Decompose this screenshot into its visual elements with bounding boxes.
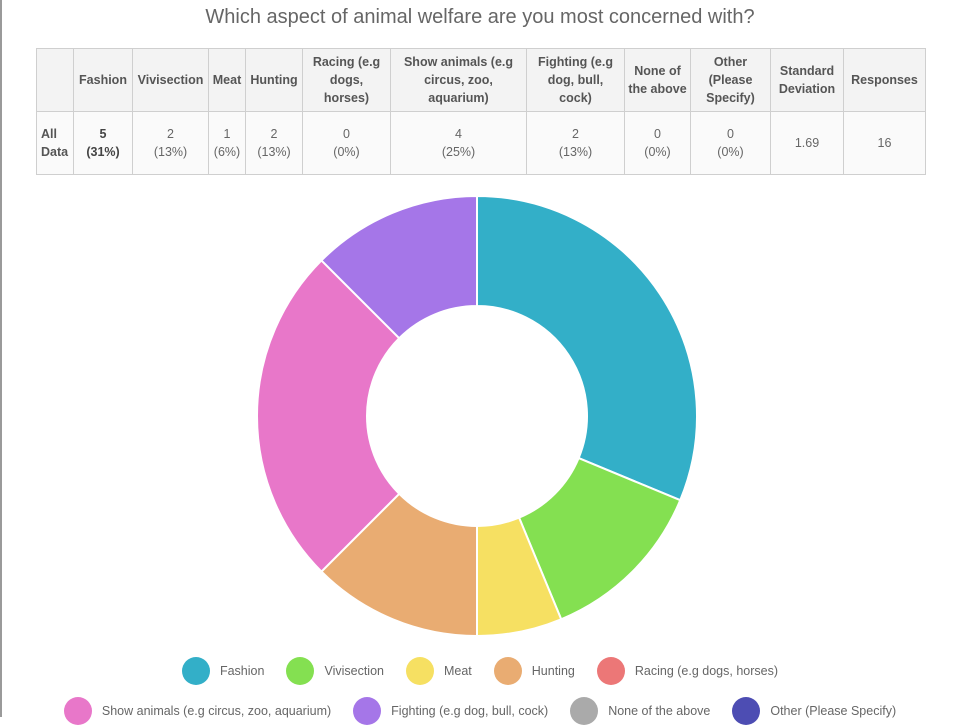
table-header: None of the above [624,48,691,112]
legend-label: Hunting [531,664,575,678]
table-cell: 2 (13%) [132,111,209,175]
table-header: Racing (e.g dogs, horses) [302,48,391,112]
table-header: Hunting [245,48,303,112]
table-cell: 4 (25%) [390,111,527,175]
legend-label: Racing (e.g dogs, horses) [634,664,779,678]
results-table: Fashion Vivisection Meat Hunting Racing … [36,48,926,175]
donut-slice-fashion[interactable] [476,194,698,502]
cell-count: 4 [455,127,462,141]
legend-item[interactable]: Racing (e.g dogs, horses) [596,657,779,685]
table-header: Other (Please Specify) [690,48,771,112]
legend-swatch [570,697,599,725]
legend-swatch [63,697,92,725]
table-header: Show animals (e.g circus, zoo, aquarium) [390,48,527,112]
row-label: All Data [36,111,74,175]
table-header: Meat [208,48,246,112]
legend-label: Fashion [219,664,265,678]
table-cell: 2 (13%) [526,111,625,175]
legend-label: Meat [443,664,472,678]
cell-percent: (13%) [558,145,593,159]
cell-count: 0 [654,127,661,141]
donut-slice-show[interactable] [255,259,401,573]
table-cell: 0 (0%) [624,111,691,175]
donut-slice-fighting[interactable] [320,194,478,340]
cell-count: 5 [99,127,107,141]
cell-percent: (0%) [333,145,360,159]
legend-item[interactable]: Other (Please Specify) [732,697,896,725]
table-header-corner [36,48,74,112]
table-cell: 0 (0%) [302,111,391,175]
legend-label: None of the above [608,704,711,718]
table-cell: 5 (31%) [73,111,133,175]
left-border [0,0,2,717]
legend-item[interactable]: Hunting [493,657,575,685]
legend-row: Show animals (e.g circus, zoo, aquarium)… [0,697,960,725]
legend-label: Fighting (e.g dog, bull, cock) [391,704,549,718]
table-cell: 0 (0%) [690,111,771,175]
cell-percent: (31%) [86,145,120,159]
legend-item[interactable]: Fashion [181,657,265,685]
cell-percent: (6%) [213,145,241,159]
legend-swatch [405,657,434,685]
table-cell-responses: 16 [843,111,926,175]
cell-value: 16 [877,136,892,150]
table-header: Responses [843,48,926,112]
legend-swatch [493,657,522,685]
legend-swatch [181,657,210,685]
table-header: Standard Deviation [770,48,844,112]
donut-chart [255,194,698,638]
cell-percent: (13%) [153,145,188,159]
cell-percent: (0%) [717,145,744,159]
cell-count: 0 [727,127,734,141]
legend-label: Show animals (e.g circus, zoo, aquarium) [101,704,332,718]
table-cell: 1 (6%) [208,111,246,175]
table-header: Fighting (e.g dog, bull, cock) [526,48,625,112]
legend-swatch [596,657,625,685]
cell-percent: (0%) [644,145,671,159]
table-header: Vivisection [132,48,209,112]
cell-percent: (13%) [257,145,291,159]
table-header: Fashion [73,48,133,112]
cell-value: 1.69 [794,136,820,150]
cell-percent: (25%) [441,145,476,159]
legend-item[interactable]: Meat [405,657,472,685]
chart-title: Which aspect of animal welfare are you m… [205,6,755,28]
legend-item[interactable]: Fighting (e.g dog, bull, cock) [353,697,548,725]
cell-count: 2 [270,127,278,141]
legend-label: Other (Please Specify) [770,704,897,718]
legend-item[interactable]: Show animals (e.g circus, zoo, aquarium) [63,697,332,725]
table-cell-std-dev: 1.69 [770,111,844,175]
legend-swatch [353,697,382,725]
cell-count: 2 [572,127,579,141]
legend-label: Vivisection [324,664,384,678]
legend-swatch [732,697,761,725]
cell-count: 1 [223,127,231,141]
legend-item[interactable]: None of the above [570,697,710,725]
table-cell: 2 (13%) [245,111,303,175]
legend-item[interactable]: Vivisection [286,657,384,685]
legend-row: Fashion Vivisection Meat Hunting Racing (e.g… [0,657,960,685]
legend-swatch [286,657,315,685]
cell-count: 2 [167,127,174,141]
table-header-row: Fashion Vivisection Meat Hunting Racing … [36,48,926,112]
cell-count: 0 [343,127,350,141]
table-row: All Data 5 (31%) 2 (13%) 1 (6%) 2 (13%) 0 (0%… [36,111,926,175]
